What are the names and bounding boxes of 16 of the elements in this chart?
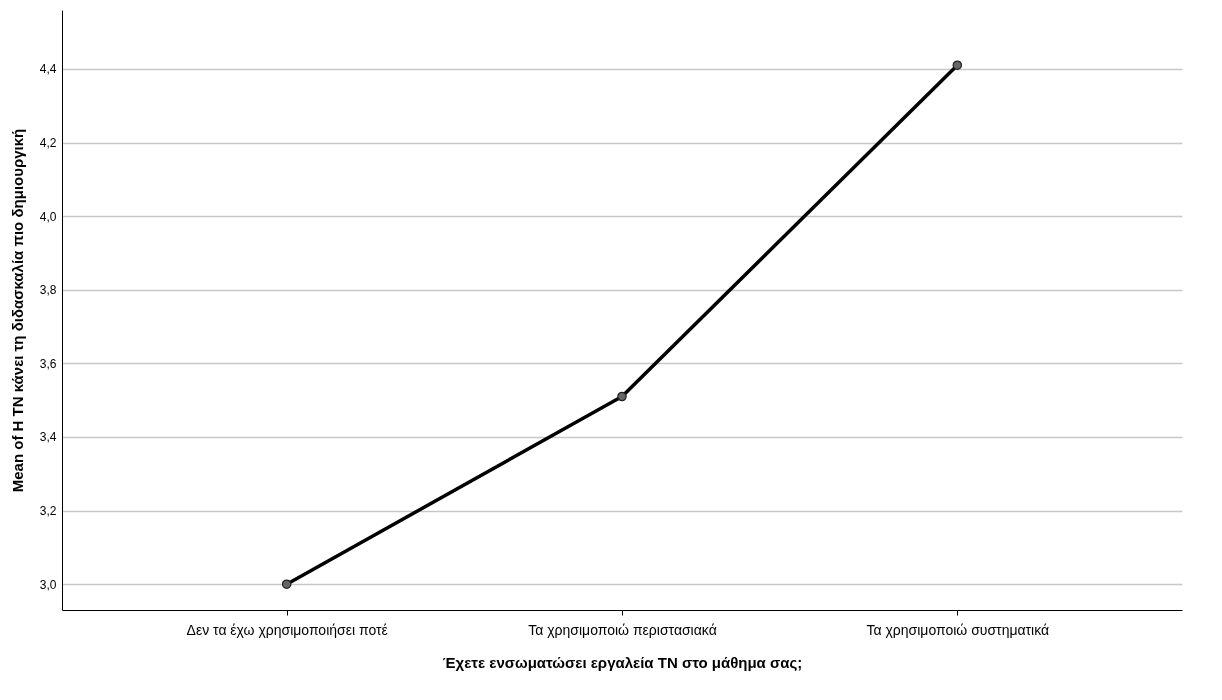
x-tick-label: Τα χρησιμοποιώ συστηματικά [866,621,1050,638]
y-tick-label: 4,2 [39,136,57,151]
point [617,391,627,402]
y-tick-label: 3,6 [39,356,57,371]
x-axis-title: Έχετε ενσωματώσει εργαλεία ΤΝ στο μάθημα σας; [442,653,803,671]
y-tick-label: 3,2 [39,504,57,519]
y-tick-label: 3,8 [39,283,57,298]
x-tick-label: Τα χρησιμοποιώ περιστασιακά [528,621,717,638]
point [952,60,963,70]
y-axis-title: Mean of Η ΤΝ κάνει τη διδασκαλία πιο δημιουργική [8,128,26,493]
y-tick-label: 3,4 [39,430,57,445]
y-tick-label: 3,0 [39,577,57,592]
y-tick-label: 4,4 [39,62,57,77]
y-tick-label: 4,0 [39,209,57,224]
point [281,579,292,590]
x-tick-label: Δεν τα έχω χρησιμοποιήσει ποτέ [186,621,388,638]
